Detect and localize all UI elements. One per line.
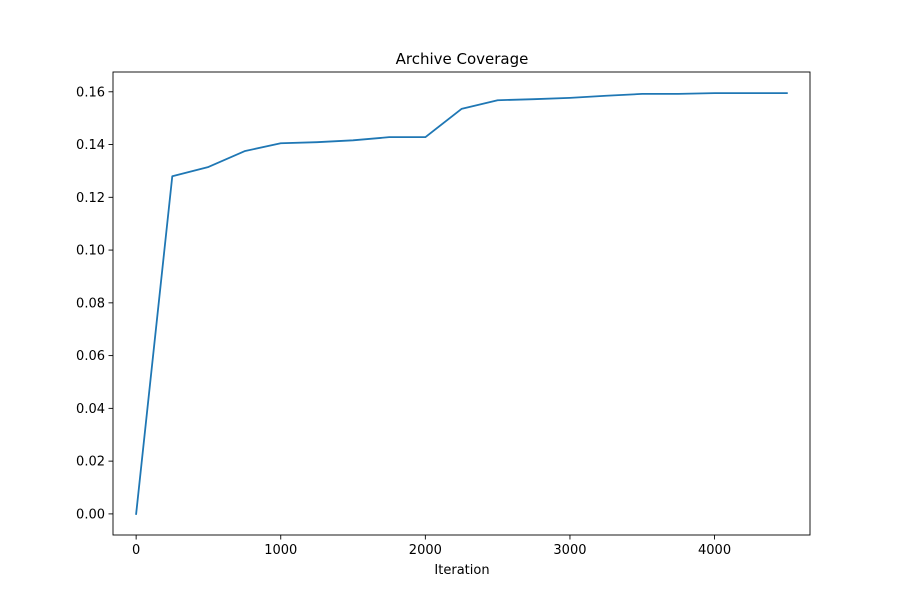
- x-tick-label: 1000: [264, 543, 297, 558]
- x-tick-label: 0: [132, 543, 140, 558]
- y-tick-label: 0.00: [76, 507, 105, 522]
- y-tick-label: 0.10: [76, 244, 105, 259]
- plot-area: 0 1000 2000 3000 4000 0.00 0.02 0.04 0.06 0.08 0.1…: [76, 71, 811, 558]
- x-tick-label: 3000: [553, 543, 586, 558]
- y-tick-label: 0.06: [76, 349, 105, 364]
- axes-frame: [112, 71, 811, 536]
- y-tick-label: 0.14: [76, 138, 105, 153]
- x-axis-label: Iteration: [434, 563, 489, 578]
- chart-title: Archive Coverage: [396, 50, 529, 68]
- series-line-0: [135, 92, 788, 515]
- x-tick-label: 2000: [409, 543, 442, 558]
- x-tick-label: 4000: [698, 543, 731, 558]
- y-tick-label: 0.02: [76, 455, 105, 470]
- y-tick-label: 0.08: [76, 296, 105, 311]
- y-tick-label: 0.04: [76, 402, 105, 417]
- y-tick-label: 0.12: [76, 191, 105, 206]
- y-tick-label: 0.16: [76, 85, 105, 100]
